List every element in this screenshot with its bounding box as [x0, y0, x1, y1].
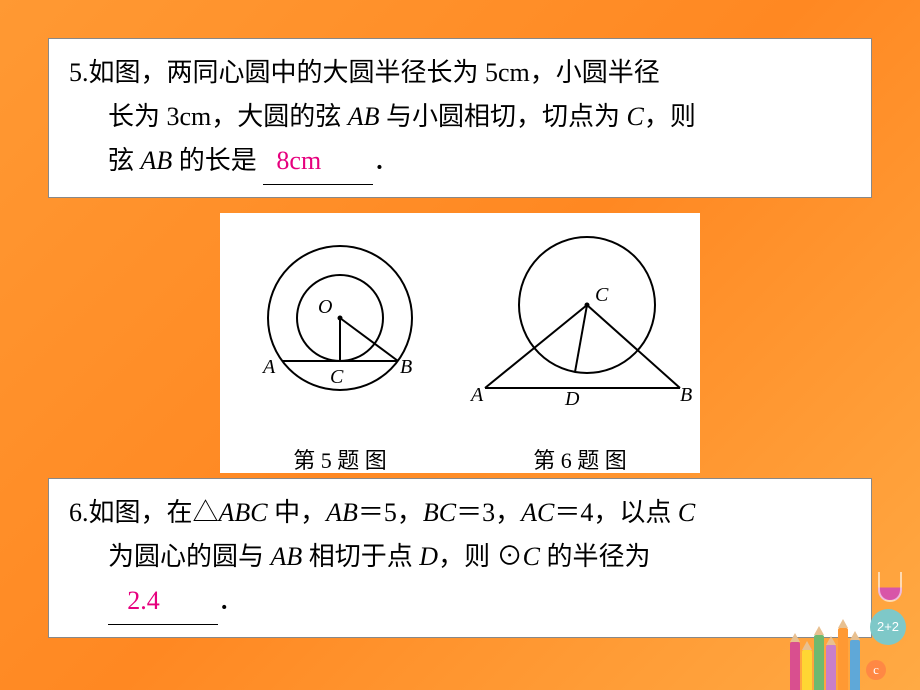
small-badge-icon: c	[866, 660, 886, 680]
p6-ab: AB	[326, 498, 358, 527]
problem-5-text: 5.如图，两同心圆中的大圆半径长为 5cm，小圆半径 长为 3cm，大圆的弦 A…	[69, 51, 851, 185]
caption-5: 第 5 题 图	[220, 443, 460, 475]
p5-l2c: ，则	[644, 102, 696, 131]
beaker-icon	[878, 572, 902, 602]
p5-l2a: 长为 3cm，大圆的弦	[108, 102, 348, 131]
p5-l3a: 弦	[108, 146, 141, 175]
p6-l1c: ＝5，	[358, 498, 423, 527]
svg-text:B: B	[680, 384, 692, 406]
p6-l2d: 的半径为	[540, 542, 651, 571]
svg-text:C: C	[330, 366, 344, 388]
p6-ab2: AB	[271, 542, 303, 571]
p5-ab2: AB	[141, 146, 173, 175]
caption-6: 第 6 题 图	[460, 443, 700, 475]
pencil-icon	[850, 640, 860, 690]
svg-text:A: A	[469, 384, 484, 406]
p5-number: 5.	[69, 58, 89, 87]
p6-c2: C	[523, 542, 540, 571]
pencil-icon	[826, 645, 836, 690]
p6-number: 6.	[69, 498, 89, 527]
pencil-icon	[790, 642, 800, 690]
p6-ac: AC	[521, 498, 554, 527]
svg-text:B: B	[400, 356, 412, 378]
diagrams-svg: O A B C C A B D	[220, 213, 700, 438]
p6-answer: 2.4	[108, 579, 218, 624]
svg-text:A: A	[261, 356, 276, 378]
p6-c1: C	[678, 498, 695, 527]
problem-6-text: 6.如图，在△ABC 中，AB＝5，BC＝3，AC＝4，以点 C 为圆心的圆与 …	[69, 491, 851, 625]
p5-l1: 如图，两同心圆中的大圆半径长为 5cm，小圆半径	[89, 58, 660, 87]
p5-l2b: 与小圆相切，切点为	[380, 102, 627, 131]
p6-abc: ABC	[219, 498, 268, 527]
p6-l1b: 中，	[268, 498, 327, 527]
p6-l2b: 相切于点	[302, 542, 419, 571]
p6-l1a: 如图，在△	[89, 498, 219, 527]
pencil-icon	[814, 635, 824, 690]
p6-l1e: ＝4，以点	[554, 498, 678, 527]
decoration-corner: 2+2 c	[740, 580, 920, 690]
math-badge-icon: 2+2	[870, 609, 906, 645]
problem-5-box: 5.如图，两同心圆中的大圆半径长为 5cm，小圆半径 长为 3cm，大圆的弦 A…	[48, 38, 872, 198]
svg-text:C: C	[595, 284, 609, 306]
svg-text:D: D	[564, 388, 580, 410]
p5-period: ．	[373, 146, 399, 175]
pencil-icon	[802, 650, 812, 690]
p5-c: C	[627, 102, 644, 131]
p6-period: ．	[218, 586, 244, 615]
p5-l3b: 的长是	[172, 146, 257, 175]
pencil-icon	[838, 628, 848, 690]
diagram-area: O A B C C A B D 第 5 题 图 第 6 题 图	[220, 213, 700, 473]
p6-d: D	[419, 542, 438, 571]
p6-l2c: ，则 ⊙	[438, 542, 523, 571]
p6-l1d: ＝3，	[456, 498, 521, 527]
p5-ab1: AB	[348, 102, 380, 131]
p5-answer: 8cm	[263, 139, 373, 184]
svg-text:O: O	[318, 296, 332, 318]
p6-bc: BC	[423, 498, 456, 527]
p6-l2a: 为圆心的圆与	[108, 542, 271, 571]
